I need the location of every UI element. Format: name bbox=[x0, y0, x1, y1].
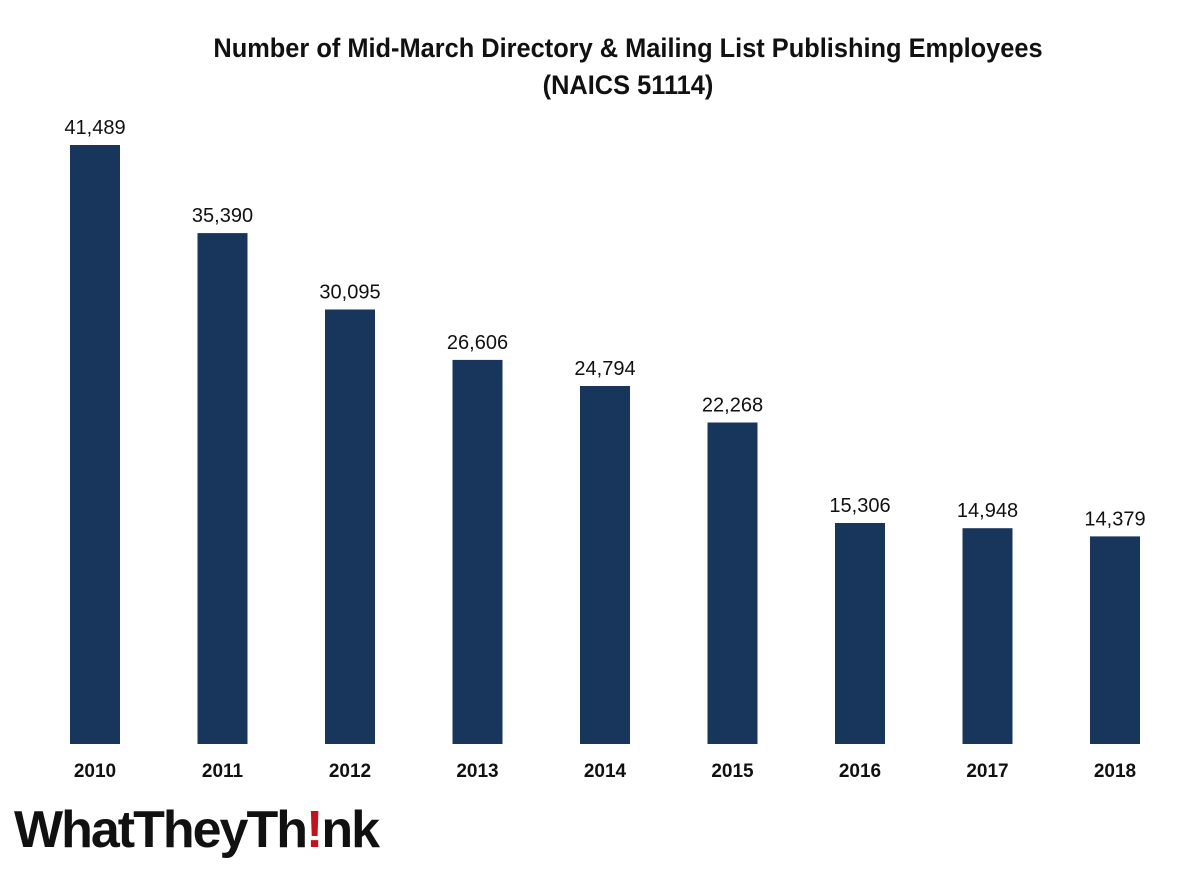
bar-2011 bbox=[197, 233, 248, 744]
category-label-2017: 2017 bbox=[966, 761, 1008, 782]
bar-2015 bbox=[707, 422, 758, 744]
value-label-2013: 26,606 bbox=[447, 332, 508, 354]
bar-2017 bbox=[962, 528, 1013, 744]
value-label-2014: 24,794 bbox=[574, 358, 635, 380]
logo-exclamation-mark: ! bbox=[305, 801, 323, 859]
chart-title: Number of Mid-March Directory & Mailing … bbox=[38, 30, 1200, 104]
bar-2010 bbox=[70, 145, 120, 744]
bar-2014 bbox=[580, 386, 630, 744]
category-label-2010: 2010 bbox=[74, 761, 116, 782]
bar-2018 bbox=[1090, 536, 1140, 744]
chart-title-line-2: (NAICS 51114) bbox=[542, 70, 714, 100]
logo-text-part-2: nk bbox=[321, 801, 380, 859]
category-label-2012: 2012 bbox=[329, 761, 371, 782]
bar-2012 bbox=[325, 309, 375, 744]
value-label-2016: 15,306 bbox=[829, 495, 890, 517]
value-label-2017: 14,948 bbox=[957, 500, 1018, 522]
category-label-2013: 2013 bbox=[456, 761, 498, 782]
category-label-2016: 2016 bbox=[839, 761, 881, 782]
category-label-2018: 2018 bbox=[1094, 761, 1136, 782]
category-label-2014: 2014 bbox=[584, 761, 627, 782]
whattheythink-logo: WhatTheyTh!nk bbox=[14, 795, 380, 865]
chart-title-line-1: Number of Mid-March Directory & Mailing … bbox=[213, 33, 1043, 63]
bar-2016 bbox=[835, 523, 885, 744]
category-label-2011: 2011 bbox=[202, 761, 244, 782]
value-label-2012: 30,095 bbox=[319, 282, 380, 304]
value-label-2010: 41,489 bbox=[64, 117, 125, 139]
value-label-2015: 22,268 bbox=[702, 395, 763, 417]
value-label-2011: 35,390 bbox=[192, 205, 253, 227]
logo-text-part-1: WhatTheyTh bbox=[14, 801, 308, 859]
category-label-2015: 2015 bbox=[711, 761, 754, 782]
value-label-2018: 14,379 bbox=[1084, 508, 1145, 530]
bar-2013 bbox=[452, 359, 503, 744]
